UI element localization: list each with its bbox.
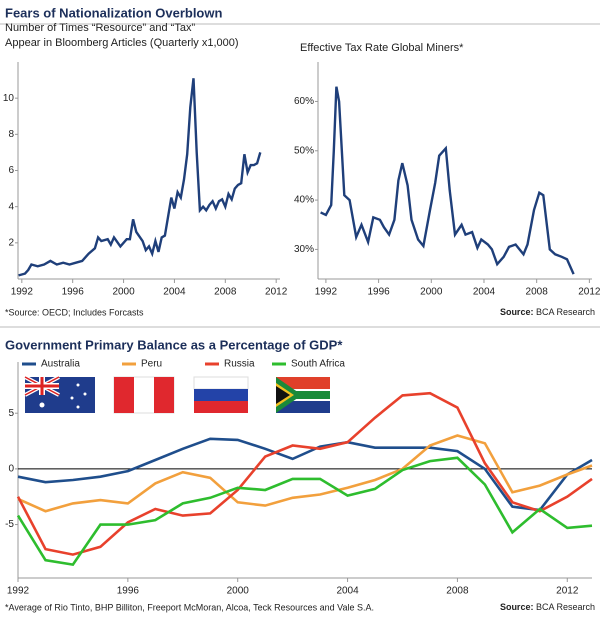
y-tick-label: -5 bbox=[5, 519, 14, 530]
series-line bbox=[17, 437, 593, 512]
y-tick-label: 4 bbox=[8, 201, 14, 212]
x-tick-label: 2008 bbox=[526, 287, 549, 298]
y-tick-label: 5 bbox=[8, 408, 14, 419]
data-line bbox=[18, 78, 262, 277]
x-tick-label: 1996 bbox=[367, 287, 390, 298]
data-line bbox=[320, 86, 575, 275]
legend-label: Australia bbox=[41, 359, 80, 370]
y-tick-label: 40% bbox=[294, 195, 314, 206]
y-tick-label: 50% bbox=[294, 145, 314, 156]
chart-title: Number of Times “Resource” and “Tax” bbox=[5, 22, 195, 34]
x-tick-label: 1996 bbox=[117, 586, 140, 597]
footnote: *Source: OECD; Includes Forcasts bbox=[5, 307, 144, 317]
footnote: *Average of Rio Tinto, BHP Billiton, Fre… bbox=[5, 602, 374, 612]
x-tick-label: 2012 bbox=[578, 287, 600, 298]
chart-title: Appear in Bloomberg Articles (Quarterly … bbox=[5, 37, 239, 49]
source: Source: BCA Research bbox=[500, 602, 595, 612]
source: Source: BCA Research bbox=[500, 307, 595, 317]
legend-label: Peru bbox=[141, 359, 162, 370]
x-tick-label: 2000 bbox=[112, 287, 135, 298]
x-tick-label: 2008 bbox=[214, 287, 237, 298]
chart-title: Government Primary Balance as a Percenta… bbox=[5, 337, 343, 352]
y-tick-label: 10 bbox=[3, 93, 15, 104]
x-tick-label: 1992 bbox=[315, 287, 338, 298]
x-tick-label: 2008 bbox=[446, 586, 469, 597]
flag-south-africa bbox=[276, 377, 330, 413]
x-tick-label: 2004 bbox=[336, 586, 359, 597]
legend-label: South Africa bbox=[291, 359, 345, 370]
x-tick-label: 2004 bbox=[163, 287, 186, 298]
source-label: Source: bbox=[500, 307, 534, 317]
y-tick-label: 0 bbox=[8, 464, 14, 475]
source-name: BCA Research bbox=[536, 307, 595, 317]
y-tick-label: 8 bbox=[8, 129, 14, 140]
page-title: Fears of Nationalization Overblown bbox=[5, 5, 222, 20]
chart-title: Effective Tax Rate Global Miners* bbox=[300, 42, 464, 54]
x-tick-label: 1996 bbox=[62, 287, 85, 298]
flag-australia bbox=[24, 375, 95, 413]
x-tick-label: 1992 bbox=[7, 586, 30, 597]
y-tick-label: 2 bbox=[8, 237, 14, 248]
y-tick-label: 30% bbox=[294, 244, 314, 255]
x-tick-label: 2012 bbox=[556, 586, 579, 597]
legend-label: Russia bbox=[224, 359, 255, 370]
flag-peru bbox=[113, 376, 175, 414]
series-line bbox=[17, 434, 593, 513]
x-tick-label: 2000 bbox=[227, 586, 250, 597]
x-tick-label: 2012 bbox=[265, 287, 288, 298]
x-tick-label: 1992 bbox=[11, 287, 34, 298]
y-tick-label: 60% bbox=[294, 96, 314, 107]
source-name: BCA Research bbox=[536, 602, 595, 612]
x-tick-label: 2000 bbox=[420, 287, 443, 298]
series-line bbox=[16, 456, 593, 567]
source-label: Source: bbox=[500, 602, 534, 612]
series-line bbox=[16, 391, 593, 556]
y-tick-label: 6 bbox=[8, 165, 14, 176]
x-tick-label: 2004 bbox=[473, 287, 496, 298]
flag-russia bbox=[193, 376, 249, 413]
